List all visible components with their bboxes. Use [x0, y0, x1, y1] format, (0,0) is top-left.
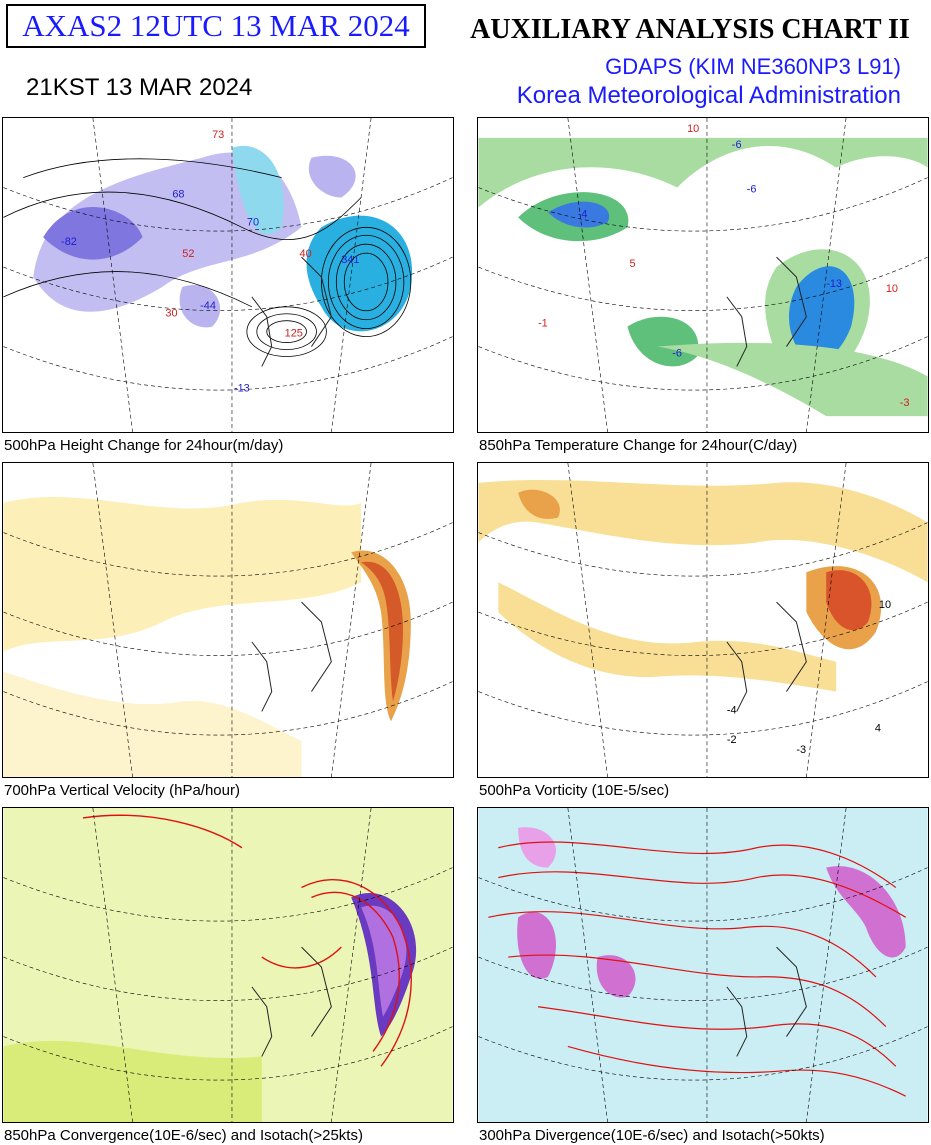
panel1-label: 70 — [247, 216, 259, 228]
panel1-label: 68 — [172, 188, 184, 200]
temperature-change-map: 10 -6 -6 -4 5 -13 -6 -1 10 -3 — [478, 118, 928, 432]
panel1-label: 73 — [212, 129, 224, 141]
chart-title: AUXILIARY ANALYSIS CHART II — [470, 14, 910, 45]
panel2-label: -4 — [578, 208, 588, 220]
panel1-label: 30 — [165, 308, 177, 320]
panel2-label: -3 — [900, 397, 910, 409]
model-name: GDAPS (KIM NE360NP3 L91) — [605, 54, 901, 79]
panel-caption: 850hPa Convergence(10E-6/sec) and Isotac… — [4, 1127, 363, 1144]
panel2-label: 10 — [687, 123, 699, 135]
panel1-label: 341 — [341, 254, 359, 266]
divergence-map — [478, 808, 928, 1122]
panel4-label: 10 — [879, 599, 891, 611]
map-panel-height-change[interactable]: 73 68 70 52 40 341 30 -44 -82 -13 125 — [2, 117, 454, 433]
panel1-label: -82 — [61, 236, 77, 248]
map-panel-convergence[interactable] — [2, 807, 454, 1123]
panel-caption: 500hPa Vorticity (10E-5/sec) — [479, 782, 670, 799]
product-id-box: AXAS2 12UTC 13 MAR 2024 — [6, 4, 426, 48]
panel1-label: -13 — [234, 382, 250, 394]
panel2-label: -6 — [672, 347, 682, 359]
panel2-label: 10 — [886, 283, 898, 295]
height-change-map: 73 68 70 52 40 341 30 -44 -82 -13 125 — [3, 118, 453, 432]
panel2-label: -13 — [826, 278, 842, 290]
panel-caption: 850hPa Temperature Change for 24hour(C/d… — [479, 437, 798, 454]
panel2-label: -1 — [538, 318, 548, 330]
panel4-label: 4 — [875, 722, 881, 734]
panel1-label: 52 — [182, 248, 194, 260]
local-time: 21KST 13 MAR 2024 — [26, 74, 253, 101]
panel4-label: -2 — [727, 734, 737, 746]
map-panel-vertical-velocity[interactable] — [2, 462, 454, 778]
map-panel-temperature-change[interactable]: 10 -6 -6 -4 5 -13 -6 -1 10 -3 — [477, 117, 929, 433]
map-panel-vorticity[interactable]: -4 -3 10 -2 4 — [477, 462, 929, 778]
panel-caption: 300hPa Divergence(10E-6/sec) and Isotach… — [479, 1127, 825, 1144]
panel4-label: -3 — [796, 744, 806, 756]
panel2-label: -6 — [732, 139, 742, 151]
product-id: AXAS2 12UTC 13 MAR 2024 — [22, 8, 410, 43]
panel2-label: -6 — [747, 184, 757, 196]
panel-caption: 500hPa Height Change for 24hour(m/day) — [4, 437, 284, 454]
convergence-map — [3, 808, 453, 1122]
panel4-label: -4 — [727, 704, 737, 716]
vorticity-map: -4 -3 10 -2 4 — [478, 463, 928, 777]
panel1-label: -44 — [200, 300, 216, 312]
map-panel-divergence[interactable] — [477, 807, 929, 1123]
panel-caption: 700hPa Vertical Velocity (hPa/hour) — [4, 782, 240, 799]
panel2-label: 5 — [629, 258, 635, 270]
vertical-velocity-map — [3, 463, 453, 777]
panel1-label: 40 — [300, 248, 312, 260]
panel1-label: 125 — [285, 328, 303, 340]
agency-name: Korea Meteorological Administration — [516, 82, 901, 109]
